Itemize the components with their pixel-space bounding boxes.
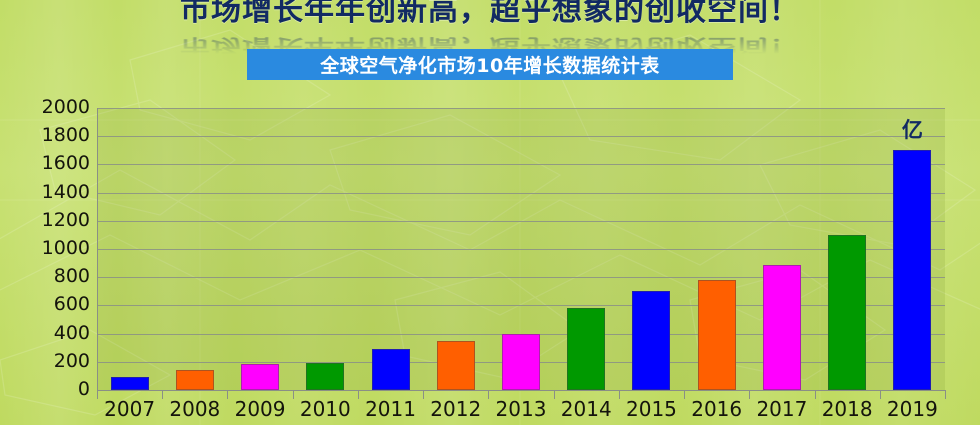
bar	[828, 234, 867, 390]
x-axis-tick	[162, 390, 164, 399]
x-axis-tick	[97, 390, 98, 399]
x-axis-tick-label: 2018	[821, 397, 873, 421]
x-axis-tick-label: 2007	[104, 397, 156, 421]
x-axis-tick-label: 2009	[234, 397, 286, 421]
y-axis-tick-label: 600	[53, 293, 90, 316]
gridline	[97, 192, 945, 194]
x-axis-tick	[488, 390, 490, 399]
gridline	[97, 277, 945, 279]
bar	[632, 291, 671, 390]
y-axis-tick-label: 200	[53, 349, 90, 372]
y-axis-tick-labels: 0 200 400 600 800 1000 1200 1400 1600 1800 2000	[0, 0, 90, 425]
bar	[567, 308, 606, 390]
bar	[762, 264, 801, 390]
x-axis-ticks	[97, 390, 946, 399]
x-axis-line	[97, 390, 946, 391]
x-axis-tick-label: 2013	[495, 397, 547, 421]
gridline	[97, 220, 945, 222]
title-block: 市场增长年年创新高，超乎想象的创收空间！ 市场增长年年创新高，超乎想象的创收空间…	[0, 0, 980, 84]
gridline	[97, 249, 945, 250]
x-axis-tick-label: 2019	[886, 397, 938, 421]
bar	[436, 341, 475, 390]
gridline	[97, 108, 945, 109]
x-axis-tick	[423, 390, 425, 399]
x-axis-tick	[618, 390, 620, 399]
bar	[306, 362, 345, 390]
bar	[241, 363, 280, 390]
x-axis-tick-label: 2011	[365, 397, 416, 421]
x-axis-tick	[553, 390, 555, 399]
gridline	[97, 305, 945, 307]
gridline	[97, 136, 945, 138]
x-axis-tick-label: 2017	[756, 397, 808, 421]
x-axis-tick	[227, 390, 229, 399]
gridline	[97, 164, 945, 166]
subtitle-banner: 全球空气净化市场10年增长数据统计表	[247, 49, 733, 80]
x-axis-tick	[684, 390, 686, 399]
y-axis-tick-label: 800	[53, 265, 90, 288]
subtitle-banner-label: 全球空气净化市场10年增长数据统计表	[320, 55, 660, 77]
x-axis-tick-label: 2014	[560, 397, 612, 421]
x-axis-tick-labels: 2007 2008 2009 2010 2011 2012 2013 2014 2015 2016…	[97, 397, 945, 425]
y-axis-tick-label: 400	[53, 321, 90, 344]
bar	[697, 280, 736, 390]
x-axis-tick-label: 2016	[691, 397, 743, 421]
y-axis-tick-label: 1200	[41, 208, 90, 231]
bar	[175, 370, 214, 390]
y-axis-tick-label: 1400	[41, 180, 90, 203]
bar-series	[97, 108, 945, 390]
y-axis-tick-label: 2000	[41, 96, 90, 118]
x-axis-tick	[814, 390, 816, 399]
y-axis-tick-label: 1600	[41, 152, 90, 175]
x-axis-tick-label: 2008	[169, 397, 221, 421]
bar	[110, 377, 149, 390]
x-axis-tick	[292, 390, 294, 399]
x-axis-tick-label: 2012	[430, 397, 482, 421]
x-axis-tick-label: 2015	[626, 397, 677, 421]
bar	[371, 349, 410, 390]
bar	[893, 150, 932, 390]
bar	[502, 333, 540, 390]
x-axis-tick	[945, 390, 946, 399]
y-axis-line	[97, 108, 98, 391]
y-axis-tick-label: 0	[77, 378, 90, 400]
y-axis-unit-label: 亿	[901, 118, 923, 143]
x-axis-tick	[879, 390, 881, 399]
x-axis-tick	[357, 390, 359, 399]
page-title: 市场增长年年创新高，超乎想象的创收空间！	[180, 0, 800, 28]
x-axis-tick-label: 2010	[299, 397, 351, 421]
y-axis-tick-label: 1000	[41, 237, 90, 259]
x-axis-tick	[749, 390, 751, 399]
y-axis-tick-label: 1800	[41, 124, 90, 147]
